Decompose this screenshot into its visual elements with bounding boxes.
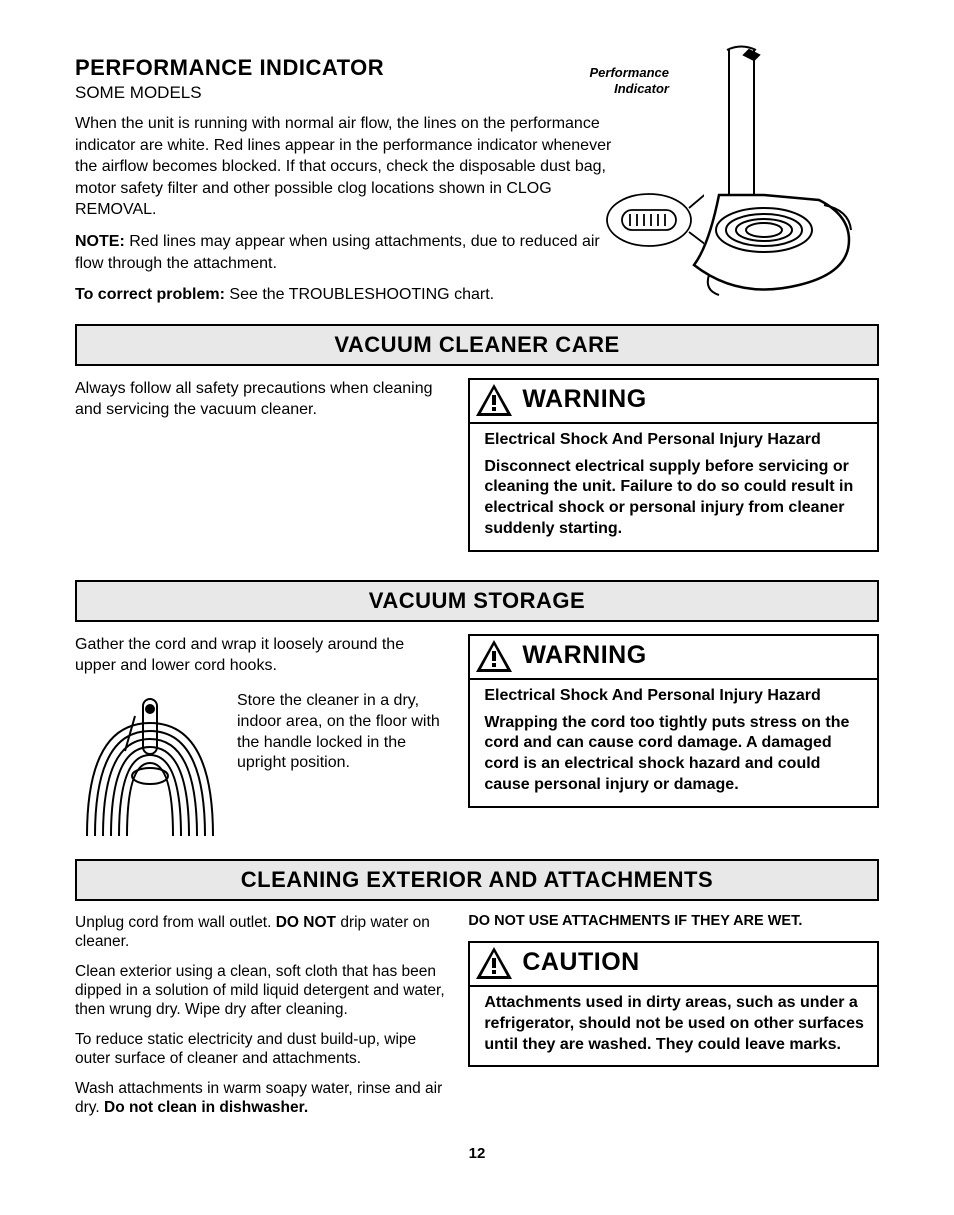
top-text: PERFORMANCE INDICATOR SOME MODELS When t… xyxy=(75,55,615,306)
indicator-callout xyxy=(604,180,704,250)
correct-label: To correct problem: xyxy=(75,286,225,303)
cleaning-p1a: Unplug cord from wall outlet. xyxy=(75,914,276,931)
warning-box-1: WARNING Electrical Shock And Personal In… xyxy=(468,378,879,552)
cleaning-row: Unplug cord from wall outlet. DO NOT dri… xyxy=(75,913,879,1127)
cleaning-left-col: Unplug cord from wall outlet. DO NOT dri… xyxy=(75,913,448,1127)
warning-triangle-icon xyxy=(474,638,514,674)
note-text: Red lines may appear when using attachme… xyxy=(75,233,600,272)
cleaning-p3: To reduce static electricity and dust bu… xyxy=(75,1030,448,1069)
note-paragraph: NOTE: Red lines may appear when using at… xyxy=(75,231,615,274)
page-subtitle: SOME MODELS xyxy=(75,83,615,103)
cord-wrap-illustration xyxy=(75,691,225,841)
intro-paragraph: When the unit is running with normal air… xyxy=(75,113,615,221)
cleaning-p1: Unplug cord from wall outlet. DO NOT dri… xyxy=(75,913,448,952)
warning-body-2: Electrical Shock And Personal Injury Haz… xyxy=(470,680,877,806)
warning-box-2: WARNING Electrical Shock And Personal In… xyxy=(468,634,879,808)
correct-text: See the TROUBLESHOOTING chart. xyxy=(225,286,494,303)
warning-body-1: Electrical Shock And Personal Injury Haz… xyxy=(470,424,877,550)
care-left-col: Always follow all safety precautions whe… xyxy=(75,378,448,562)
note-label: NOTE: xyxy=(75,233,125,250)
warning-header-2: WARNING xyxy=(470,636,877,680)
caution-title: CAUTION xyxy=(522,948,639,977)
caution-body: Attachments used in dirty areas, such as… xyxy=(470,987,877,1065)
cleaning-p2: Clean exterior using a clean, soft cloth… xyxy=(75,962,448,1020)
storage-right-col: WARNING Electrical Shock And Personal In… xyxy=(468,634,879,841)
performance-indicator-section: Performance Indicator PERF xyxy=(75,55,879,306)
warning-header-1: WARNING xyxy=(470,380,877,424)
correct-paragraph: To correct problem: See the TROUBLESHOOT… xyxy=(75,284,615,306)
page-number: 12 xyxy=(75,1145,879,1162)
cleaning-right-col: DO NOT USE ATTACHMENTS IF THEY ARE WET. … xyxy=(468,913,879,1127)
banner-storage: VACUUM STORAGE xyxy=(75,580,879,622)
cleaning-p4: Wash attachments in warm soapy water, ri… xyxy=(75,1079,448,1118)
storage-left-col: Gather the cord and wrap it loosely arou… xyxy=(75,634,448,841)
care-left-text: Always follow all safety precautions whe… xyxy=(75,378,448,421)
care-row: Always follow all safety precautions whe… xyxy=(75,378,879,562)
warning-text-2: Wrapping the cord too tightly puts stres… xyxy=(484,713,867,796)
vacuum-illustration xyxy=(649,45,869,305)
cleaning-right-header: DO NOT USE ATTACHMENTS IF THEY ARE WET. xyxy=(468,913,879,929)
cleaning-p4b: Do not clean in dishwasher. xyxy=(104,1099,308,1116)
warning-title-1: WARNING xyxy=(522,385,646,414)
warning-title-2: WARNING xyxy=(522,641,646,670)
warning-triangle-icon xyxy=(474,382,514,418)
warning-hazard-2: Electrical Shock And Personal Injury Haz… xyxy=(484,686,867,707)
caution-header: CAUTION xyxy=(470,943,877,987)
storage-inner-row: Store the cleaner in a dry, indoor area,… xyxy=(75,691,448,841)
care-right-col: WARNING Electrical Shock And Personal In… xyxy=(468,378,879,562)
page-title: PERFORMANCE INDICATOR xyxy=(75,55,615,81)
banner-cleaning: CLEANING EXTERIOR AND ATTACHMENTS xyxy=(75,859,879,901)
storage-body-text: Store the cleaner in a dry, indoor area,… xyxy=(237,691,448,774)
caution-box: CAUTION Attachments used in dirty areas,… xyxy=(468,941,879,1067)
banner-care: VACUUM CLEANER CARE xyxy=(75,324,879,366)
storage-row-outer: Gather the cord and wrap it loosely arou… xyxy=(75,634,879,841)
caution-triangle-icon xyxy=(474,945,514,981)
warning-hazard-1: Electrical Shock And Personal Injury Haz… xyxy=(484,430,867,451)
storage-intro: Gather the cord and wrap it loosely arou… xyxy=(75,634,448,677)
cleaning-p1b: DO NOT xyxy=(276,914,336,931)
warning-text-1: Disconnect electrical supply before serv… xyxy=(484,457,867,540)
